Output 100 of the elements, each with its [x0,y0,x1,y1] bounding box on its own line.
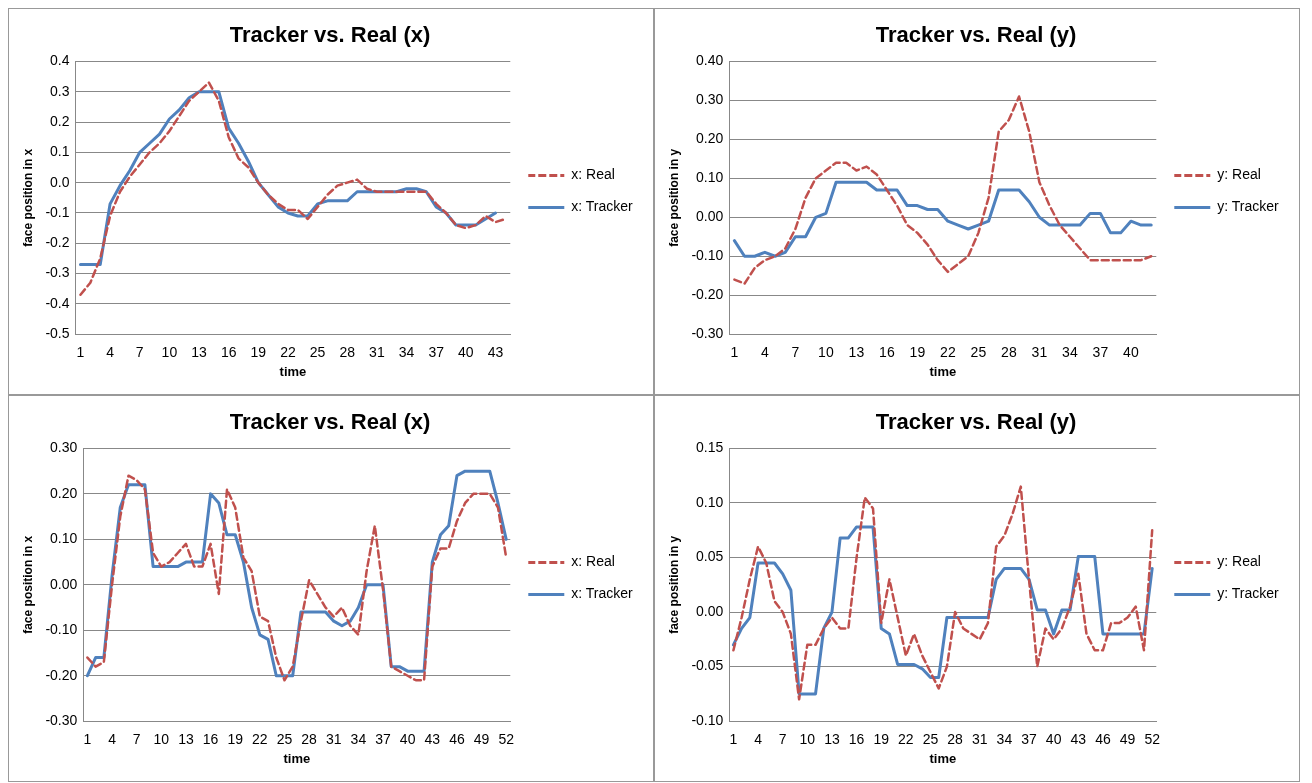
chart-title: Tracker vs. Real (x) [229,409,431,435]
y-tick-label: 0.20 [696,130,724,147]
chart-title: Tracker vs. Real (y) [875,22,1077,48]
x-tick-label: 31 [369,344,385,361]
line-series [733,95,1153,285]
x-tick-label: 13 [191,344,208,361]
x-tick-label: 22 [280,344,296,361]
y-tick-label: 0.10 [696,493,724,510]
x-tick-label: 7 [791,344,800,361]
y-tick-label: 0.30 [50,439,78,456]
y-axis-title: face position in x [20,535,35,634]
x-tick-label: 34 [996,731,1013,748]
x-tick-label: 4 [108,731,117,748]
x-tick-label: 37 [375,731,392,748]
x-tick-label: 25 [970,344,987,361]
x-tick-label: 7 [135,344,144,361]
x-axis-title: time [929,751,957,767]
x-tick-label: 52 [498,731,515,748]
x-tick-label: 28 [947,731,964,748]
x-tick-label: 19 [873,731,890,748]
x-tick-label: 13 [824,731,840,748]
y-axis-title: face position in y [666,148,681,247]
y-tick-label: 0.00 [50,575,78,592]
x-tick-label: 49 [473,731,490,748]
x-tick-label: 25 [309,344,326,361]
y-tick-label: -0.10 [45,621,78,638]
x-tick-label: 34 [398,344,415,361]
x-tick-label: 40 [1045,731,1062,748]
x-axis-title: time [279,364,307,380]
y-tick-label: -0.10 [691,247,724,264]
legend-label: y: Tracker [1217,585,1280,602]
y-tick-label: -0.1 [45,203,70,220]
y-tick-label: 0.10 [50,530,78,547]
y-tick-label: 0.3 [50,82,70,99]
x-tick-label: 7 [778,731,787,748]
x-tick-label: 25 [922,731,939,748]
y-tick-label: 0.05 [696,548,724,565]
y-tick-label: -0.30 [691,325,724,342]
x-tick-label: 4 [106,344,115,361]
line-series [732,485,1154,701]
x-tick-label: 28 [339,344,356,361]
y-tick-label: 0.1 [50,143,70,160]
x-tick-label: 31 [971,731,988,748]
y-tick-label: -0.30 [45,712,78,729]
x-tick-label: 13 [178,731,194,748]
x-tick-label: 37 [428,344,445,361]
x-tick-label: 43 [1070,731,1087,748]
x-tick-label: 13 [848,344,865,361]
y-tick-label: -0.2 [45,234,70,251]
x-tick-label: 16 [848,731,865,748]
x-tick-label: 25 [276,731,293,748]
x-tick-label: 16 [220,344,237,361]
x-tick-label: 1 [76,344,85,361]
y-tick-label: 0.40 [696,52,724,69]
x-tick-label: 1 [730,344,739,361]
x-tick-label: 40 [399,731,416,748]
legend-label: x: Real [571,166,615,183]
y-tick-label: 0.2 [50,112,70,129]
y-tick-label: 0.4 [50,52,70,69]
x-axis-title: time [283,751,311,767]
chart-title: Tracker vs. Real (y) [875,409,1077,435]
x-tick-label: 19 [250,344,267,361]
x-axis-title: time [929,364,957,380]
chart-title: Tracker vs. Real (x) [229,22,431,48]
y-tick-label: -0.10 [691,712,724,729]
x-tick-label: 52 [1144,731,1161,748]
y-tick-label: -0.20 [691,286,724,303]
x-tick-label: 7 [132,731,141,748]
x-tick-label: 40 [458,344,474,361]
legend-label: x: Real [571,553,615,570]
y-tick-label: 0.20 [50,484,78,501]
x-tick-label: 22 [940,344,956,361]
x-tick-label: 31 [325,731,342,748]
x-tick-label: 22 [252,731,268,748]
y-tick-label: 0.0 [50,173,70,190]
y-tick-label: 0.10 [696,169,724,186]
y-axis-title: face position in x [20,148,35,247]
y-axis-title: face position in y [666,535,681,634]
x-tick-label: 28 [1001,344,1017,361]
y-tick-label: -0.05 [691,657,724,674]
y-tick-label: 0.15 [696,439,724,456]
x-tick-label: 10 [818,344,834,361]
x-tick-label: 46 [449,731,465,748]
x-tick-label: 46 [1095,731,1111,748]
x-tick-label: 40 [1123,344,1139,361]
x-tick-label: 43 [487,344,504,361]
x-tick-label: 28 [301,731,318,748]
x-tick-label: 31 [1031,344,1048,361]
x-tick-label: 16 [879,344,895,361]
legend-label: y: Real [1217,553,1261,570]
legend-label: x: Tracker [571,198,634,215]
x-tick-label: 34 [350,731,367,748]
x-tick-label: 19 [227,731,244,748]
x-tick-label: 34 [1062,344,1078,361]
y-tick-label: 0.00 [696,602,724,619]
x-tick-label: 37 [1021,731,1038,748]
x-tick-label: 4 [754,731,763,748]
legend-label: x: Tracker [571,585,634,602]
x-tick-label: 16 [202,731,219,748]
legend-label: y: Real [1217,166,1261,183]
